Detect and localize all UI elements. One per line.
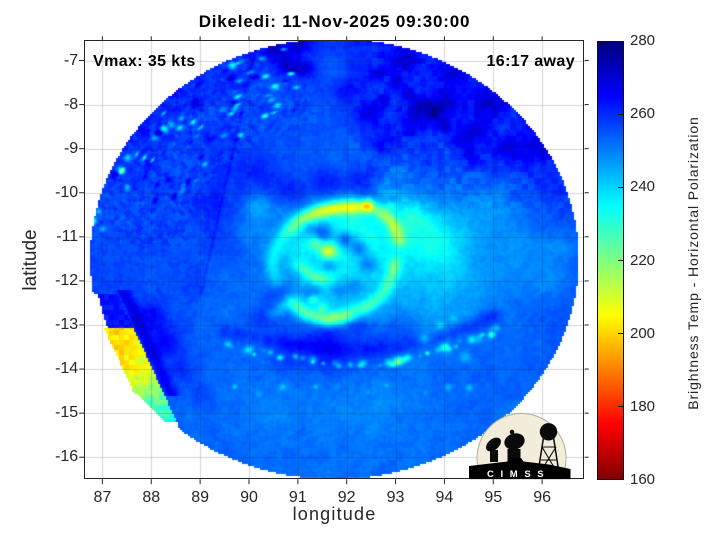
svg-text:C I M S S: C I M S S [487, 469, 546, 480]
